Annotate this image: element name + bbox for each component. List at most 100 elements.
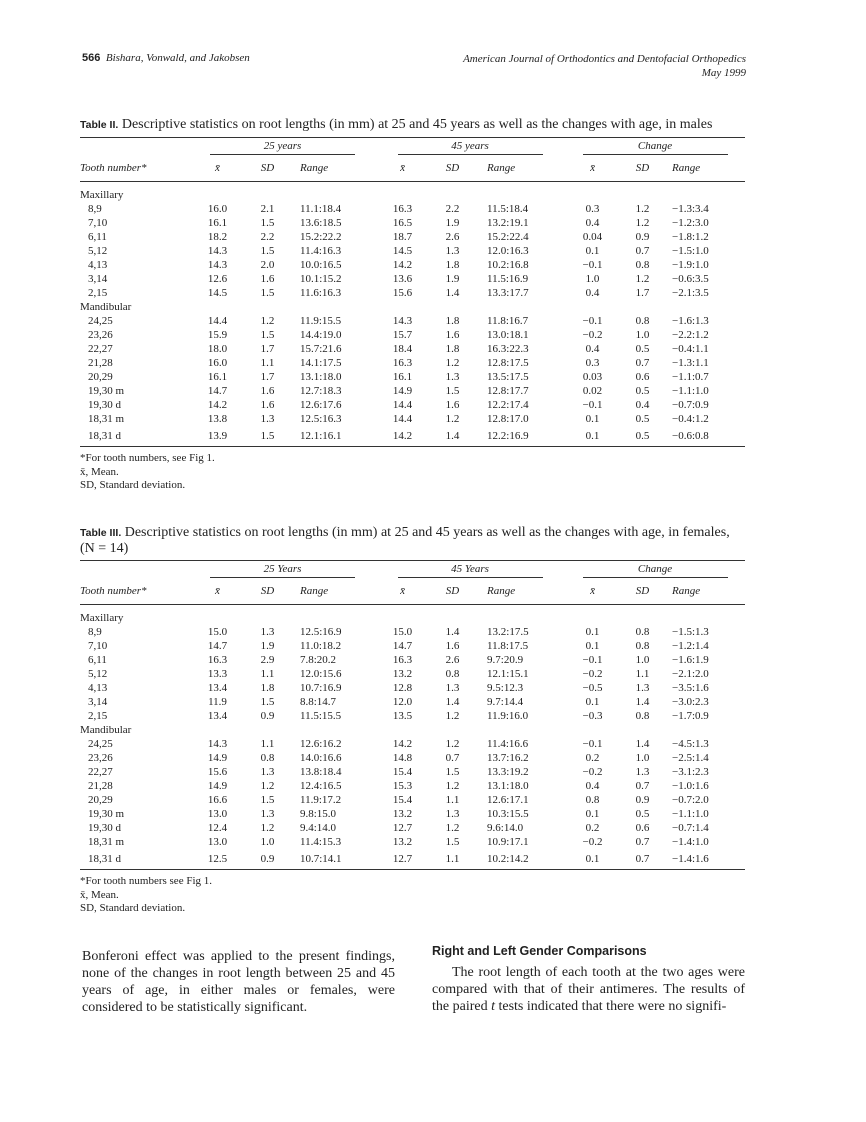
table-row: 21,28 14.9 1.2 12.4:16.5 15.3 1.2 13.1:18.0 0.4… — [80, 779, 745, 793]
table-row: 19,30 d 14.2 1.6 12.6:17.6 14.4 1.6 12.2:17.4 −… — [80, 398, 745, 412]
cell: 14.2 — [207, 399, 228, 411]
cell: 15.6 — [207, 766, 228, 778]
table-row: 20,29 16.1 1.7 13.1:18.0 16.1 1.3 13.5:17.5 0.0… — [80, 370, 745, 384]
tooth-number: 19,30 m — [88, 808, 125, 820]
cell: 0.6 — [635, 371, 650, 383]
cell: 11.5:15.5 — [300, 710, 342, 722]
cell: 14.2 — [392, 738, 413, 750]
cell: 13.3:17.7 — [487, 287, 529, 299]
cell: 14.5 — [207, 287, 228, 299]
cell: 0.8 — [445, 668, 460, 680]
cell: 1.5 — [260, 696, 275, 708]
cell: 0.9 — [245, 849, 290, 870]
cell: −0.3 — [582, 710, 603, 722]
paragraph: The root length of each tooth at the two… — [432, 964, 745, 1015]
cell: 11.4:16.6 — [487, 738, 529, 750]
cell: 13.8:18.4 — [300, 766, 342, 778]
table-row: 22,27 15.6 1.3 13.8:18.4 15.4 1.5 13.3:19.2 −0.… — [80, 765, 745, 779]
section-label: Mandibular — [80, 301, 132, 313]
paragraph: Bonferoni effect was applied to the pres… — [82, 949, 395, 1015]
empty — [80, 560, 190, 578]
tooth-number: 24,25 — [88, 738, 113, 750]
table-row: 3,14 12.6 1.6 10.1:15.2 13.6 1.9 11.5:16.9 1.0 1… — [80, 272, 745, 286]
cell: 2.2 — [445, 203, 460, 215]
table-row: 19,30 m 14.7 1.6 12.7:18.3 14.9 1.5 12.8:17.7 0… — [80, 384, 745, 398]
table-caption: Table III. Descriptive statistics on roo… — [80, 525, 745, 556]
table-row: 18,31 m 13.0 1.0 11.4:15.3 13.2 1.5 10.9:17.1 −… — [80, 835, 745, 849]
cell: 1.6 — [445, 640, 460, 652]
tooth-number: 3,14 — [88, 696, 108, 708]
table-row: 24,25 14.4 1.2 11.9:15.5 14.3 1.8 11.8:16.7 −0.… — [80, 314, 745, 328]
cell: 11.4:15.3 — [300, 836, 342, 848]
cell: −0.5 — [582, 682, 603, 694]
cell: 1.5 — [245, 426, 290, 447]
cell: 1.5 — [445, 385, 460, 397]
cell: 1.4 — [445, 287, 460, 299]
tooth-number: 21,28 — [88, 780, 113, 792]
cell: 14.7 — [207, 385, 228, 397]
cell: −2.1:2.0 — [672, 668, 709, 680]
cell: −1.1:1.0 — [672, 808, 709, 820]
header-row: Tooth number* x̄ SD Range x̄ SD Range x̄ SD Range — [80, 578, 746, 605]
tooth-number: 7,10 — [88, 640, 108, 652]
cell: 1.9 — [260, 640, 275, 652]
group-cell: 25 years — [190, 137, 376, 155]
cell: 13.2:17.5 — [487, 626, 529, 638]
group-cell: 45 Years — [375, 560, 566, 578]
cell: −0.7:2.0 — [672, 794, 709, 806]
cell: 12.0 — [392, 696, 413, 708]
tooth-number: 2,15 — [88, 710, 108, 722]
table-row: 8,9 15.0 1.3 12.5:16.9 15.0 1.4 13.2:17.5 0.1 0.… — [80, 625, 745, 639]
cell: −2.5:1.4 — [672, 752, 709, 764]
cell: −3.1:2.3 — [672, 766, 709, 778]
cell: 14.2 — [392, 259, 413, 271]
cell: 16.1 — [207, 217, 228, 229]
table: Table II. Descriptive statistics on root… — [80, 117, 746, 493]
cell: 13.1:18.0 — [300, 371, 342, 383]
cell: 11.5:18.4 — [487, 203, 529, 215]
cell: −1.5:1.3 — [672, 626, 709, 638]
cell: 1.2 — [445, 738, 460, 750]
cell: 0.04 — [582, 231, 603, 243]
group-header: Change — [582, 561, 728, 578]
table-row: 22,27 18.0 1.7 15.7:21.6 18.4 1.8 16.3:22.3 0.4… — [80, 342, 745, 356]
table-row: 5,12 14.3 1.5 11.4:16.3 14.5 1.3 12.0:16.3 0.1 0… — [80, 244, 745, 258]
cell: 0.3 — [585, 203, 600, 215]
cell: 0.8 — [635, 315, 650, 327]
cell: −1.9:1.0 — [672, 259, 709, 271]
cell: 0.7 — [635, 780, 650, 792]
cell: 1.3 — [445, 808, 460, 820]
cell: 13.0:18.1 — [487, 329, 529, 341]
date: May 1999 — [701, 67, 746, 79]
cell: 0.5 — [635, 413, 650, 425]
cell: −2.2:1.2 — [672, 329, 709, 341]
cell: 10.7:16.9 — [300, 682, 342, 694]
cell: 11.8:16.7 — [487, 315, 529, 327]
cell: −3.5:1.6 — [672, 682, 709, 694]
journal: American Journal of Orthodontics and Den… — [463, 53, 746, 65]
cell: 1.2 — [445, 413, 460, 425]
table-row: 5,12 13.3 1.1 12.0:15.6 13.2 0.8 12.1:15.1 −0.2… — [80, 667, 745, 681]
cell: 1.3 — [635, 766, 650, 778]
group-header: Change — [582, 138, 728, 155]
cell: −0.1 — [582, 315, 603, 327]
tooth-number: 2,15 — [88, 287, 108, 299]
caption-text: Descriptive statistics on root lengths (… — [80, 525, 730, 556]
cell: 11.9:16.0 — [487, 710, 529, 722]
cell: −1.2:3.0 — [672, 217, 709, 229]
cell: 16.0 — [207, 203, 228, 215]
cell: 9.4:14.0 — [300, 822, 337, 834]
group-header: 45 years — [397, 138, 543, 155]
column-header: Range — [665, 155, 746, 182]
cell: −0.6:3.5 — [672, 273, 709, 285]
column-header: Range — [290, 155, 376, 182]
table-row: 7,10 16.1 1.5 13.6:18.5 16.5 1.9 13.2:19.1 0.4 1… — [80, 216, 745, 230]
cell: 0.5 — [635, 808, 650, 820]
cell: −0.2 — [582, 766, 603, 778]
cell: 1.2 — [635, 217, 650, 229]
group-header: 25 years — [210, 138, 355, 155]
cell: 0.8 — [635, 710, 650, 722]
table-row: 23,26 15.9 1.5 14.4:19.0 15.7 1.6 13.0:18.1 −0.… — [80, 328, 745, 342]
cell: 0.2 — [585, 752, 600, 764]
cell: −1.4:1.6 — [665, 849, 746, 870]
